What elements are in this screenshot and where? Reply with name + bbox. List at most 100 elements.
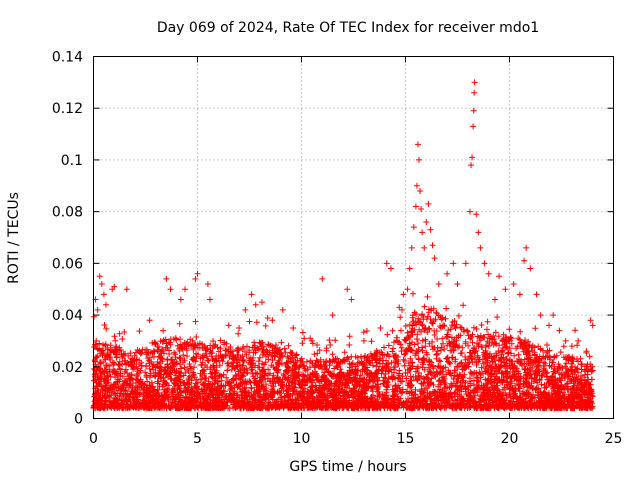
data-point	[575, 337, 582, 344]
data-point	[252, 301, 259, 308]
data-point	[550, 312, 557, 319]
data-point	[587, 317, 594, 324]
plot-frame	[93, 56, 614, 419]
data-point	[387, 265, 394, 272]
data-point	[417, 187, 424, 194]
data-point	[470, 123, 477, 130]
data-point	[248, 291, 255, 298]
x-tick-label: 25	[605, 431, 623, 447]
data-point	[377, 325, 384, 331]
data-point	[404, 286, 411, 293]
data-point	[568, 343, 575, 350]
data-point	[423, 218, 430, 225]
data-point	[462, 260, 469, 267]
x-tick-label: 10	[293, 431, 311, 447]
data-point	[410, 224, 417, 231]
data-point	[102, 301, 109, 308]
y-tick-label: 0.14	[52, 50, 83, 66]
data-point	[194, 270, 201, 277]
data-point	[435, 281, 442, 288]
data-point	[454, 281, 461, 288]
data-point	[236, 325, 243, 331]
data-point	[400, 291, 407, 298]
data-point	[466, 208, 473, 215]
data-point	[290, 325, 297, 331]
y-tick-label: 0.1	[61, 153, 83, 169]
x-tick-label: 15	[397, 431, 415, 447]
x-tick-label: 5	[193, 431, 202, 447]
data-point	[396, 304, 403, 311]
data-point	[562, 337, 569, 344]
data-point	[468, 162, 475, 169]
data-point	[225, 322, 232, 329]
data-point	[546, 322, 553, 329]
data-point	[533, 291, 540, 298]
data-point	[94, 306, 101, 313]
data-point	[516, 291, 523, 298]
data-point	[473, 211, 480, 218]
data-point	[502, 286, 509, 293]
data-point	[167, 286, 174, 293]
data-point	[412, 203, 419, 210]
data-point	[123, 286, 130, 293]
data-point	[510, 281, 517, 288]
data-point	[204, 281, 211, 288]
data-point	[481, 260, 488, 267]
data-point	[469, 154, 476, 161]
data-point	[329, 312, 336, 319]
y-tick-labels: 0 0.02 0.04 0.06 0.08 0.1 0.12 0.14	[52, 50, 83, 428]
x-tick-labels: 0 5 10 15 20 25	[89, 431, 622, 447]
grid-lines	[93, 56, 614, 419]
data-point	[431, 255, 438, 262]
chart-title: Day 069 of 2024, Rate Of TEC Index for r…	[157, 20, 539, 36]
dense-point-cloud	[90, 290, 596, 412]
data-point	[450, 260, 457, 267]
data-point	[537, 312, 544, 319]
data-point	[416, 156, 423, 163]
data-point	[418, 206, 425, 213]
y-tick-label: 0.08	[52, 205, 83, 221]
y-tick-label: 0.04	[52, 308, 83, 324]
data-point	[470, 107, 477, 114]
data-point	[496, 273, 503, 280]
data-point	[419, 229, 426, 236]
data-point	[408, 244, 415, 251]
data-point	[319, 275, 326, 282]
data-point	[414, 141, 421, 148]
y-tick-label: 0	[74, 412, 83, 428]
data-point	[177, 296, 184, 303]
data-point	[206, 296, 213, 303]
data-point	[98, 281, 105, 288]
data-point	[111, 283, 118, 290]
x-tick-label: 20	[501, 431, 519, 447]
data-point	[485, 270, 492, 277]
data-point	[427, 226, 434, 233]
y-axis-label: ROTI / TECUs	[6, 192, 22, 284]
data-point	[383, 260, 390, 267]
data-point	[348, 296, 355, 303]
data-point	[556, 327, 563, 334]
y-tick-label: 0.02	[52, 360, 83, 376]
data-point	[521, 257, 528, 264]
y-tick-label: 0.12	[52, 101, 83, 117]
data-point	[477, 244, 484, 251]
data-points	[90, 79, 596, 412]
data-point	[258, 299, 265, 306]
data-point	[413, 182, 420, 189]
data-point	[429, 242, 436, 249]
data-point	[589, 322, 596, 329]
data-point	[192, 275, 199, 282]
data-point	[269, 317, 276, 324]
data-point	[406, 265, 413, 272]
y-tick-label: 0.06	[52, 256, 83, 272]
data-point	[527, 265, 534, 272]
data-point	[583, 348, 590, 355]
data-point	[146, 317, 153, 324]
data-point	[471, 79, 478, 86]
data-point	[444, 270, 451, 277]
data-point	[96, 273, 103, 280]
data-point	[491, 296, 498, 303]
data-point	[163, 275, 170, 282]
data-point	[242, 306, 249, 313]
